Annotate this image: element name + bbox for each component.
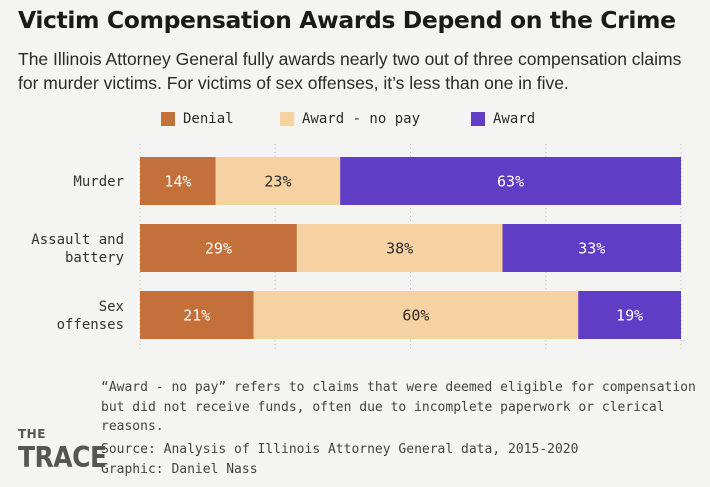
- legend-item-award: Award: [471, 111, 535, 127]
- chart-title: Victim Compensation Awards Depend on the…: [18, 6, 676, 34]
- legend: Denial Award - no pay Award: [0, 111, 710, 131]
- bar-segment: [140, 291, 254, 339]
- bar-segment: [253, 291, 579, 339]
- legend-label-award: Award: [493, 111, 536, 127]
- footnote: “Award - no pay” refers to claims that w…: [101, 380, 696, 434]
- logo-the: THE: [18, 427, 46, 441]
- bar-segment: [578, 291, 681, 339]
- legend-swatch-award-no-pay: [280, 112, 294, 126]
- data-label: 23%: [264, 173, 291, 191]
- bar-segment: [140, 157, 216, 205]
- category-label: Assault and: [31, 232, 124, 248]
- data-label: 29%: [205, 240, 232, 258]
- bar-segment: [296, 224, 503, 272]
- data-label: 14%: [164, 173, 191, 191]
- legend-swatch-award: [471, 112, 485, 126]
- logo-trace: TRACE: [18, 440, 107, 475]
- bar-segment: [340, 157, 681, 205]
- data-label: 19%: [616, 307, 643, 325]
- category-label: battery: [65, 250, 124, 266]
- legend-item-denial: Denial: [161, 111, 234, 127]
- source-block: Source: Analysis of Illinois Attorney Ge…: [101, 440, 701, 479]
- legend-item-award-no-pay: Award - no pay: [280, 111, 420, 127]
- bar-segment: [140, 224, 297, 272]
- source-text: Source: Analysis of Illinois Attorney Ge…: [101, 442, 579, 457]
- the-trace-logo: THE TRACE: [18, 427, 107, 472]
- data-label: 21%: [183, 307, 210, 325]
- legend-label-denial: Denial: [183, 111, 234, 127]
- credit-text: Graphic: Daniel Nass: [101, 461, 258, 477]
- chart-subtitle: The Illinois Attorney General fully awar…: [18, 49, 682, 93]
- legend-label-award-no-pay: Award - no pay: [302, 111, 421, 127]
- category-label: Murder: [73, 174, 124, 190]
- category-label: Sex: [99, 299, 124, 315]
- data-label: 38%: [386, 240, 413, 258]
- bar-segment: [215, 157, 341, 205]
- data-label: 33%: [578, 240, 605, 258]
- data-label: 60%: [402, 307, 429, 325]
- data-label: 63%: [497, 173, 524, 191]
- legend-swatch-denial: [161, 112, 175, 126]
- category-label: offenses: [57, 317, 124, 333]
- bar-segment: [502, 224, 681, 272]
